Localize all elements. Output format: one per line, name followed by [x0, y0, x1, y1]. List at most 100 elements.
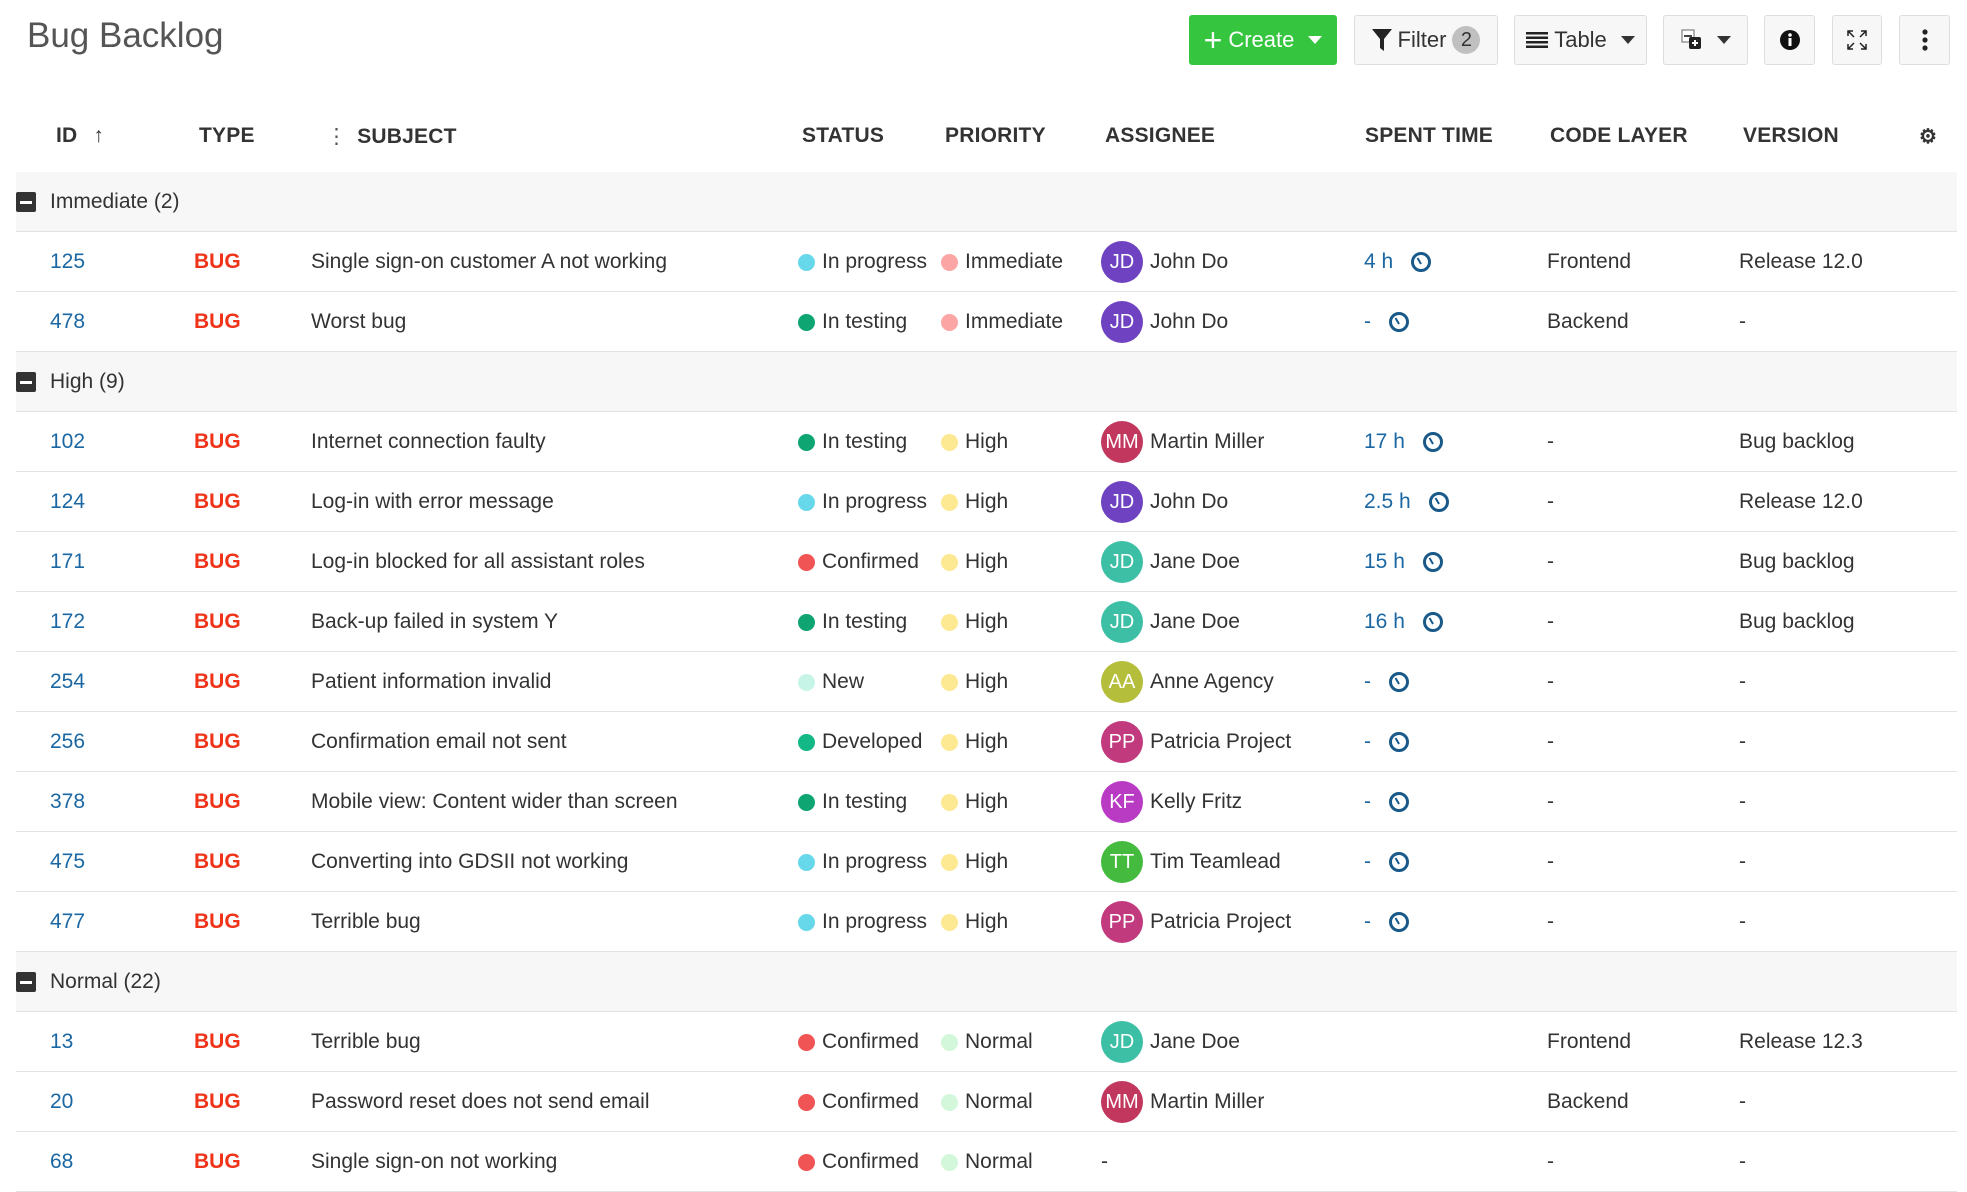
- status-cell[interactable]: Confirmed: [798, 1132, 919, 1192]
- work-package-id-link[interactable]: 172: [50, 610, 86, 633]
- assignee-cell[interactable]: JD John Do: [1101, 472, 1228, 532]
- column-header-code-layer[interactable]: CODE LAYER: [1550, 124, 1688, 147]
- code-layer-cell[interactable]: -: [1547, 670, 1554, 693]
- assignee-cell[interactable]: JD John Do: [1101, 292, 1228, 352]
- assignee-cell[interactable]: JD John Do: [1101, 232, 1228, 292]
- version-cell[interactable]: Release 12.0: [1739, 250, 1863, 273]
- spent-time-cell[interactable]: 4 h: [1364, 232, 1432, 292]
- table-row[interactable]: 475 BUG Converting into GDSII not working I…: [16, 832, 1957, 892]
- spent-time-value[interactable]: 2.5 h: [1364, 490, 1411, 513]
- status-cell[interactable]: In testing: [798, 592, 907, 652]
- spent-time-cell[interactable]: -: [1364, 832, 1409, 892]
- column-settings-gear-icon[interactable]: ⚙: [1919, 126, 1938, 148]
- spent-time-value[interactable]: -: [1364, 730, 1371, 753]
- table-row[interactable]: 378 BUG Mobile view: Content wider than sc…: [16, 772, 1957, 832]
- table-row[interactable]: 172 BUG Back-up failed in system Y In testi…: [16, 592, 1957, 652]
- spent-time-cell[interactable]: 16 h: [1364, 592, 1443, 652]
- version-cell[interactable]: -: [1739, 730, 1746, 753]
- spent-time-value[interactable]: 15 h: [1364, 550, 1405, 573]
- group-row[interactable]: Immediate (2): [16, 172, 1957, 232]
- work-package-id-link[interactable]: 13: [50, 1030, 74, 1053]
- assignee-cell[interactable]: -: [1101, 1132, 1108, 1192]
- spent-time-cell[interactable]: -: [1364, 712, 1409, 772]
- log-time-clock-icon[interactable]: [1422, 612, 1443, 632]
- code-layer-cell[interactable]: -: [1547, 430, 1554, 453]
- group-header[interactable]: High (9): [16, 352, 125, 412]
- priority-cell[interactable]: High: [941, 772, 1008, 832]
- priority-cell[interactable]: High: [941, 712, 1008, 772]
- subject-cell[interactable]: Converting into GDSII not working: [311, 850, 629, 873]
- version-cell[interactable]: -: [1739, 1090, 1746, 1113]
- assignee-cell[interactable]: PP Patricia Project: [1101, 892, 1291, 952]
- version-cell[interactable]: -: [1739, 850, 1746, 873]
- work-package-id-link[interactable]: 478: [50, 310, 86, 333]
- log-time-clock-icon[interactable]: [1389, 792, 1409, 812]
- status-cell[interactable]: In progress: [798, 232, 927, 292]
- spent-time-cell[interactable]: 15 h: [1364, 532, 1443, 592]
- priority-cell[interactable]: High: [941, 652, 1008, 712]
- subject-cell[interactable]: Password reset does not send email: [311, 1090, 650, 1113]
- code-layer-cell[interactable]: Backend: [1547, 1090, 1629, 1113]
- code-layer-cell[interactable]: -: [1547, 910, 1554, 933]
- table-row[interactable]: 102 BUG Internet connection faulty In testi…: [16, 412, 1957, 472]
- version-cell[interactable]: Bug backlog: [1739, 610, 1855, 633]
- spent-time-cell[interactable]: -: [1364, 292, 1409, 352]
- code-layer-cell[interactable]: -: [1547, 550, 1554, 573]
- column-header-priority[interactable]: PRIORITY: [945, 124, 1046, 147]
- priority-cell[interactable]: Immediate: [941, 292, 1063, 352]
- subject-cell[interactable]: Worst bug: [311, 310, 407, 333]
- version-cell[interactable]: -: [1739, 790, 1746, 813]
- work-package-id-link[interactable]: 124: [50, 490, 86, 513]
- version-cell[interactable]: Bug backlog: [1739, 550, 1855, 573]
- work-package-id-link[interactable]: 68: [50, 1150, 74, 1173]
- log-time-clock-icon[interactable]: [1389, 732, 1409, 752]
- subject-cell[interactable]: Terrible bug: [311, 1030, 421, 1053]
- priority-cell[interactable]: High: [941, 892, 1008, 952]
- table-row[interactable]: 13 BUG Terrible bug Confirmed Normal JD Jane D…: [16, 1012, 1957, 1072]
- subject-cell[interactable]: Log-in blocked for all assistant roles: [311, 550, 645, 573]
- code-layer-cell[interactable]: Frontend: [1547, 1030, 1632, 1053]
- version-cell[interactable]: -: [1739, 910, 1746, 933]
- log-time-clock-icon[interactable]: [1422, 552, 1443, 572]
- version-cell[interactable]: -: [1739, 310, 1746, 333]
- log-time-clock-icon[interactable]: [1389, 672, 1409, 692]
- spent-time-value[interactable]: -: [1364, 850, 1371, 873]
- spent-time-cell[interactable]: -: [1364, 772, 1409, 832]
- collapse-group-icon[interactable]: [16, 372, 36, 392]
- subject-cell[interactable]: Back-up failed in system Y: [311, 610, 559, 633]
- priority-cell[interactable]: High: [941, 832, 1008, 892]
- log-time-clock-icon[interactable]: [1428, 492, 1449, 512]
- log-time-clock-icon[interactable]: [1422, 432, 1443, 452]
- subject-cell[interactable]: Single sign-on not working: [311, 1150, 558, 1173]
- priority-cell[interactable]: Immediate: [941, 232, 1063, 292]
- spent-time-value[interactable]: 17 h: [1364, 430, 1405, 453]
- group-header[interactable]: Immediate (2): [16, 172, 180, 232]
- work-package-id-link[interactable]: 171: [50, 550, 86, 573]
- fullscreen-button[interactable]: [1832, 15, 1882, 65]
- work-package-id-link[interactable]: 475: [50, 850, 86, 873]
- assignee-cell[interactable]: JD Jane Doe: [1101, 1012, 1240, 1072]
- assignee-cell[interactable]: MM Martin Miller: [1101, 412, 1264, 472]
- code-layer-cell[interactable]: -: [1547, 1150, 1554, 1173]
- assignee-cell[interactable]: JD Jane Doe: [1101, 592, 1240, 652]
- table-row[interactable]: 478 BUG Worst bug In testing Immediate JD John…: [16, 292, 1957, 352]
- spent-time-value[interactable]: 16 h: [1364, 610, 1405, 633]
- subject-cell[interactable]: Single sign-on customer A not working: [311, 250, 668, 273]
- column-header-type[interactable]: TYPE: [199, 124, 255, 147]
- work-package-id-link[interactable]: 125: [50, 250, 86, 273]
- spent-time-cell[interactable]: -: [1364, 892, 1409, 952]
- spent-time-value[interactable]: -: [1364, 910, 1371, 933]
- drag-handle-icon[interactable]: ⋮: [326, 125, 348, 148]
- status-cell[interactable]: In testing: [798, 772, 907, 832]
- status-cell[interactable]: Confirmed: [798, 1012, 919, 1072]
- priority-cell[interactable]: High: [941, 592, 1008, 652]
- work-package-id-link[interactable]: 256: [50, 730, 86, 753]
- table-row[interactable]: 20 BUG Password reset does not send email C…: [16, 1072, 1957, 1132]
- log-time-clock-icon[interactable]: [1389, 312, 1409, 332]
- assignee-cell[interactable]: MM Martin Miller: [1101, 1072, 1264, 1132]
- info-button[interactable]: [1764, 15, 1815, 65]
- priority-cell[interactable]: High: [941, 532, 1008, 592]
- spent-time-cell[interactable]: 17 h: [1364, 412, 1443, 472]
- code-layer-cell[interactable]: -: [1547, 610, 1554, 633]
- version-cell[interactable]: -: [1739, 670, 1746, 693]
